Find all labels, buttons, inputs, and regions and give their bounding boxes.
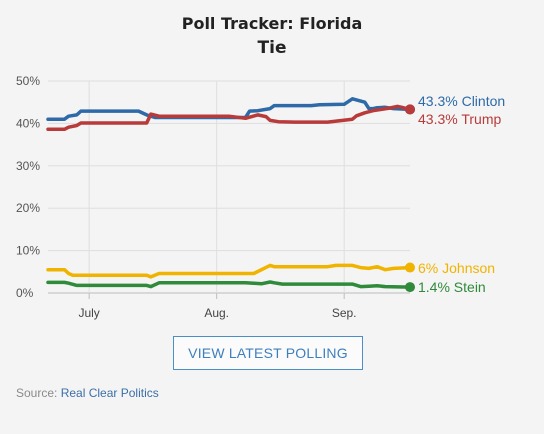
series-line-stein [46,280,412,289]
x-tick-label: July [78,306,99,320]
series-label-clinton: 43.3% Clinton [418,93,505,109]
source-line: Source: Real Clear Politics [16,386,159,400]
view-latest-polling-button[interactable]: VIEW LATEST POLLING [173,336,363,370]
poll-chart: 0% 10% 20% 30% 40% 50% July Aug. Sep. 43.3% Clint… [16,74,505,320]
y-tick-label: 10% [16,244,40,258]
y-tick-label: 0% [16,286,34,300]
series-line-clinton [46,97,412,121]
chart-title: Poll Tracker: Florida [181,14,363,33]
y-tick-label: 30% [16,159,40,173]
chart-subtitle: Tie [257,38,287,58]
series-endpoint-stein [405,282,415,293]
y-tick-label: 50% [16,74,40,88]
y-tick-label: 40% [16,116,40,130]
series-line-trump [46,104,412,132]
series-label-stein: 1.4% Stein [418,279,486,295]
x-tick-label: Sep. [332,306,357,320]
series-line-johnson [46,263,412,279]
source-prefix: Source: [16,386,58,400]
series-endpoint-johnson [405,262,415,273]
x-tick-label: Aug. [204,306,229,320]
series-label-johnson: 6% Johnson [418,260,495,276]
source-link[interactable]: Real Clear Politics [60,386,159,400]
series-endpoint-trump [405,104,415,115]
y-tick-label: 20% [16,201,40,215]
series-label-trump: 43.3% Trump [418,111,501,127]
